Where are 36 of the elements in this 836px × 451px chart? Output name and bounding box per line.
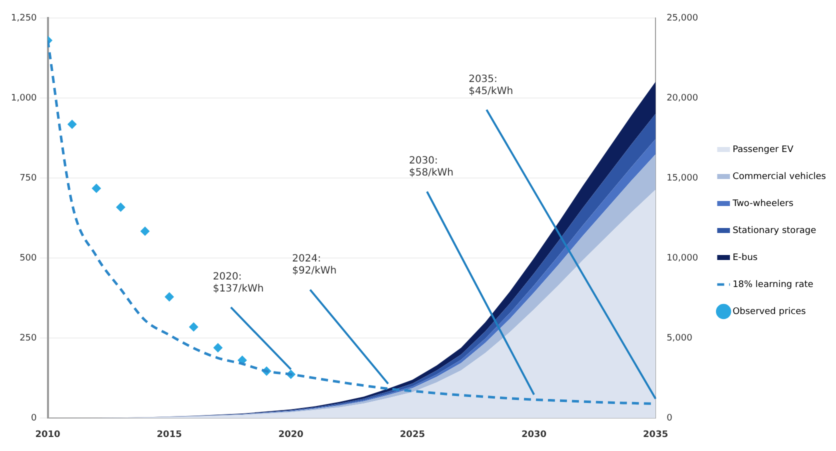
y-tick-label: 500 — [20, 253, 38, 264]
point — [92, 184, 101, 193]
x-tick-label: 2010 — [35, 430, 60, 440]
annotation: 2030: $58/kWh — [409, 156, 454, 179]
y2-tick-label: 25,000 — [666, 13, 698, 24]
annotation: 2020: $137/kWh — [212, 271, 264, 294]
y2-tick-label: 20,000 — [666, 93, 698, 104]
legend-label: Passenger EV — [732, 144, 794, 155]
x-tick-label: 2020 — [278, 430, 304, 440]
y-tick-label: 1,000 — [11, 93, 38, 104]
y2-tick-label: 15,000 — [666, 173, 698, 184]
y2-tick-label: 10,000 — [666, 253, 698, 264]
point — [213, 343, 222, 352]
legend-label: E-bus — [732, 252, 758, 263]
annotation: 2035: $45/kWh — [468, 74, 514, 97]
y2-tick-label: 0 — [666, 414, 673, 424]
annotation: 2024: $92/kWh — [292, 254, 337, 277]
x-tick-label: 2035 — [643, 430, 668, 440]
y-tick-label: 0 — [31, 414, 38, 424]
y-tick-label: 250 — [20, 334, 38, 344]
point — [68, 120, 77, 129]
point — [189, 322, 198, 332]
point — [116, 202, 126, 212]
legend-label: Observed prices — [732, 306, 806, 317]
legend-label: Commercial vehicles — [732, 172, 826, 182]
legend-label: Stationary storage — [732, 226, 817, 236]
x-tick-label: 2015 — [156, 430, 182, 440]
point — [164, 292, 174, 302]
y-tick-label: 1,250 — [11, 13, 38, 24]
x-tick-label: 2030 — [521, 430, 547, 440]
y-tick-label: 750 — [20, 173, 38, 184]
legend-label: 18% learning rate — [732, 280, 814, 290]
y2-tick-label: 5,000 — [666, 334, 693, 344]
legend-label: Two-wheelers — [732, 198, 794, 209]
point — [140, 226, 150, 236]
x-tick-label: 2025 — [400, 430, 425, 440]
